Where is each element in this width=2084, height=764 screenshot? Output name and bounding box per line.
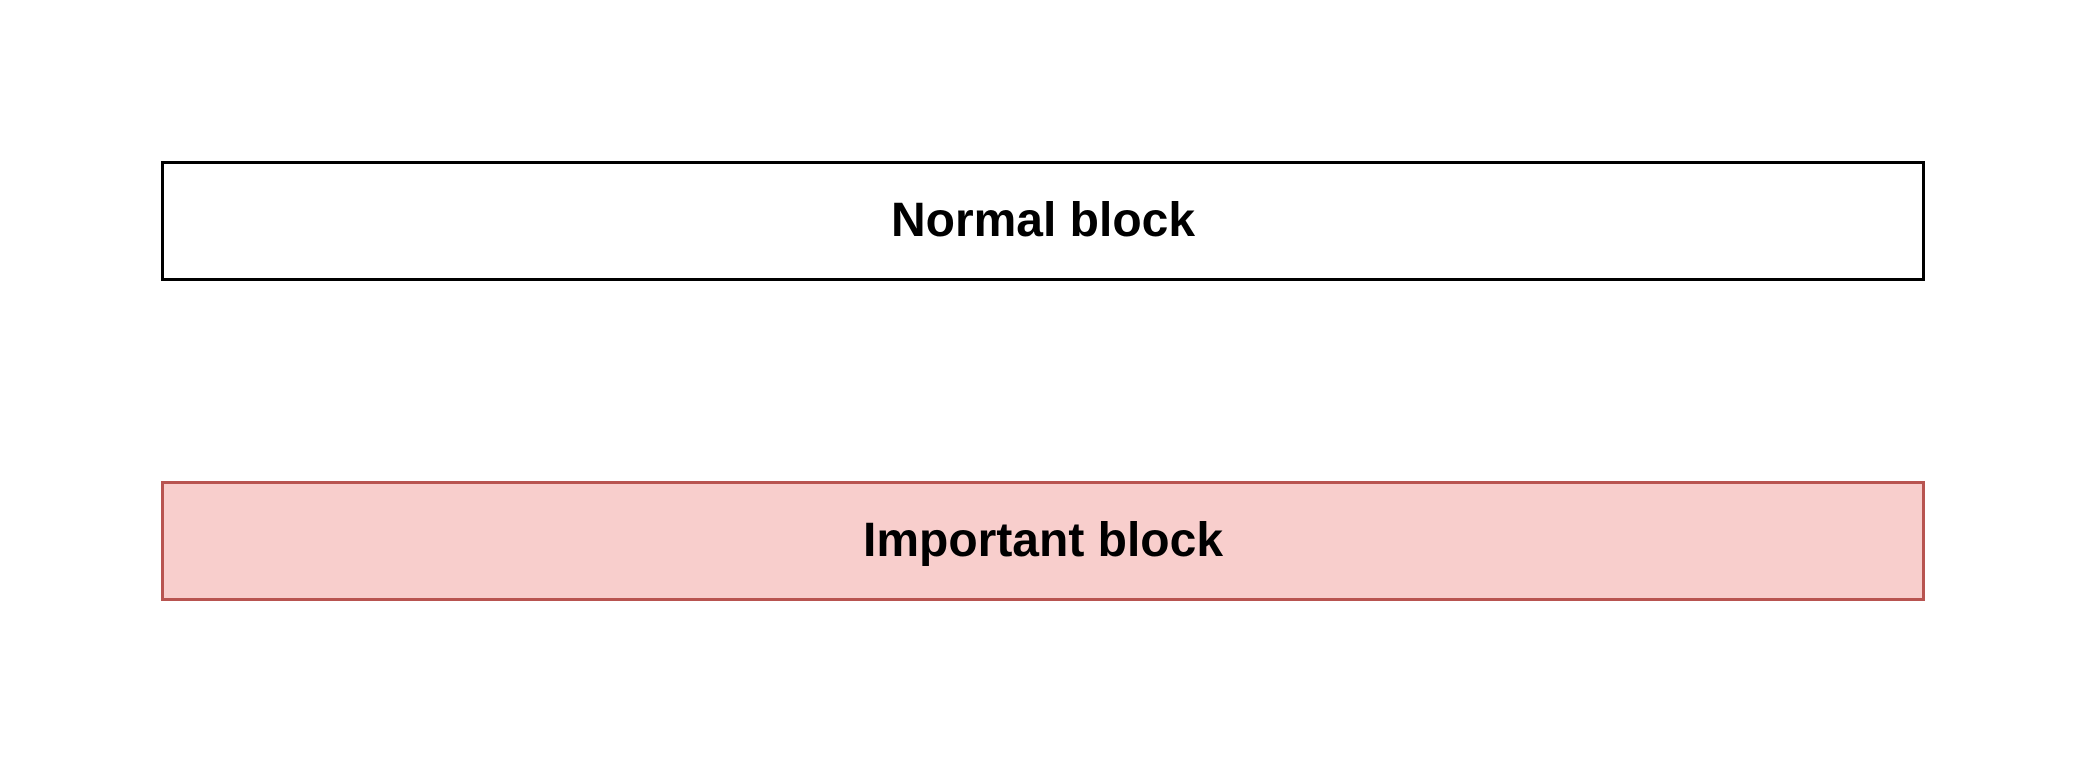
important-block-label: Important block (862, 514, 1224, 567)
important-block[interactable]: Important block (161, 481, 1925, 601)
normal-block[interactable]: Normal block (161, 161, 1925, 281)
normal-block-label: Normal block (890, 194, 1196, 247)
